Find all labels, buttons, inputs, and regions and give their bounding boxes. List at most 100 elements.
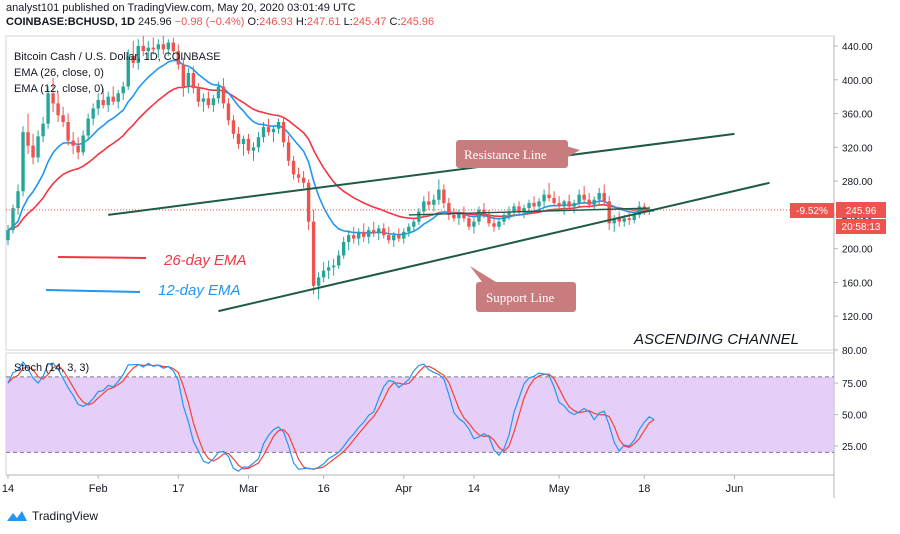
candle [422,196,426,217]
candle [56,93,60,122]
candle-body [211,98,216,106]
candle [417,208,421,226]
high-value: 247.61 [306,16,341,28]
close-value: 245.96 [400,16,435,28]
candle-body [331,265,336,268]
candle [602,184,606,205]
candle-body [76,145,80,153]
price-tick-label: 160.00 [842,278,873,289]
candle [306,179,311,231]
candle [26,113,30,155]
candle-body [16,191,20,209]
candle-body [522,208,526,212]
candle-body [437,189,441,200]
stoch-tick-label: 50.00 [842,411,867,422]
candle-body [597,192,601,200]
candle-body [266,127,271,133]
candle [291,155,296,180]
candle-body [427,201,431,205]
candle [166,39,171,57]
candle-body [432,199,436,205]
candle-body [582,194,586,200]
candle-body [156,44,160,50]
tradingview-logo-icon [7,511,27,521]
time-axis: 14 Feb 17 Mar 16 Apr 14 May 18 Jun [2,475,743,495]
candle [276,118,281,134]
candle [131,40,135,68]
candle [412,218,416,232]
candle-body [201,98,206,102]
candle-body [246,138,251,151]
candle-body [387,235,391,241]
candle-body [231,120,236,134]
candle [557,196,561,212]
candle-body [382,228,386,236]
candle [552,191,556,207]
ema12-line [7,59,655,236]
candle [547,182,551,202]
candle [221,78,226,109]
candle [617,211,621,227]
candle-body [96,100,100,109]
candle-body [46,93,50,124]
candle [271,125,276,143]
candle-body [627,218,631,220]
time-tick-label: 17 [172,483,184,495]
candle [86,113,90,141]
candle-body [56,103,60,116]
candle-body [271,128,276,133]
candle-body [572,203,576,207]
last-price: 245.96 [138,16,172,28]
stoch-tick-label: 75.00 [842,379,867,390]
candle-body [362,231,366,237]
candle [477,206,481,226]
time-tick-label: Feb [89,483,108,495]
candle [507,206,511,220]
candle-body [321,270,326,278]
stoch-tick-label: 25.00 [842,442,867,453]
candle [432,194,436,212]
time-tick-label: Jun [726,483,744,495]
candle [256,132,261,153]
candle-body [642,206,646,212]
candle [171,37,176,55]
candle [116,89,120,109]
candle-body [61,115,65,122]
legend-ema26: EMA (26, close, 0) [14,67,104,79]
candle [91,103,95,126]
pattern-label: ASCENDING CHANNEL [633,331,799,348]
price-tick-label: 320.00 [842,143,873,154]
candle [141,35,145,57]
price-tick-label: 440.00 [842,42,873,53]
candle-body [592,199,596,205]
candle [296,167,301,183]
candle-body [497,221,501,227]
resistance-line [108,132,735,216]
price-change: −0.98 (−0.4%) [174,16,245,28]
candle-body [341,241,346,256]
candle-body [121,86,125,94]
candle-body [417,211,421,222]
candle [497,218,501,231]
candle-body [587,199,591,205]
candle [246,133,251,155]
candle [241,135,246,156]
candle-body [6,230,10,241]
candle [367,226,371,244]
candle [81,130,85,156]
candle-body [492,223,496,227]
candle-body [131,56,135,63]
ohlc-header: COINBASE:BCHUSD, 1D 245.96 −0.98 (−0.4%)… [6,16,434,28]
candle-body [517,206,521,212]
time-tick-label: Mar [239,483,258,495]
candle-body [51,93,55,104]
legend-title: Bitcoin Cash / U.S. Dollar, 1D, COINBASE [14,51,221,63]
candle [101,88,105,109]
candle-body [462,213,466,219]
candle [447,198,451,220]
symbol-label: COINBASE:BCHUSD, 1D [6,16,135,28]
candle [502,211,506,226]
candle [537,198,541,212]
candle-body [151,47,155,50]
